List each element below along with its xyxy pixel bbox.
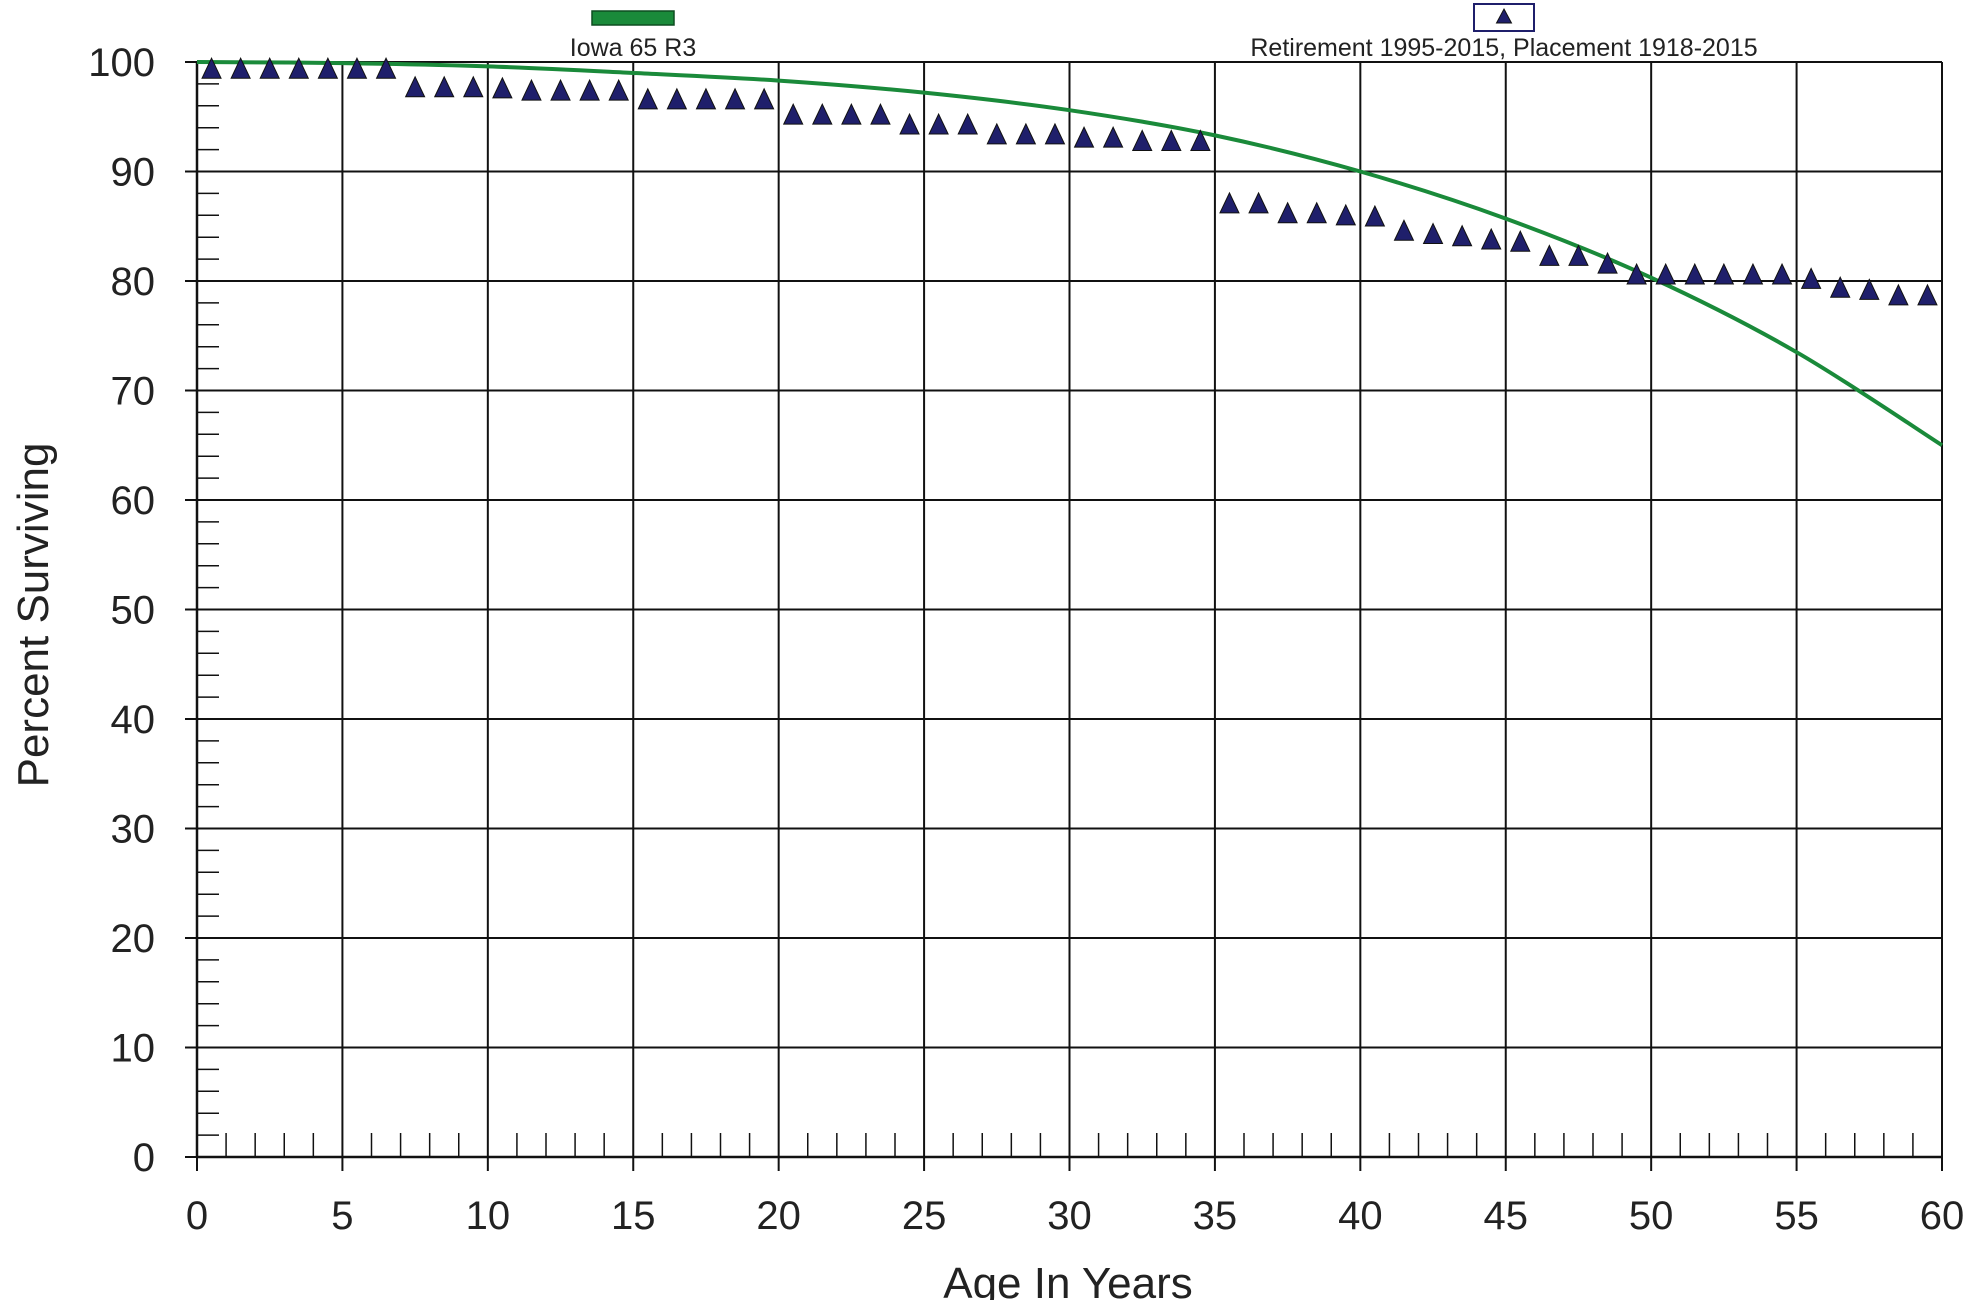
retirement-data-point [201,57,222,79]
series [196,57,1944,447]
retirement-data-point [1655,262,1677,285]
retirement-data-point [375,57,397,79]
retirement-data-point [1888,283,1909,306]
retirement-data-point [1422,222,1444,245]
y-tick-label: 20 [111,917,156,961]
y-tick-label: 90 [111,151,156,195]
x-tick-label: 40 [1338,1194,1383,1238]
y-tick-label: 70 [111,370,156,414]
retirement-data-point [1393,219,1415,241]
legend-label-retirement-data: Retirement 1995-2015, Placement 1918-201… [1250,34,1757,62]
retirement-data-point [404,75,426,98]
retirement-data-point [550,78,571,101]
retirement-data-point [1073,126,1095,148]
retirement-data-point [986,122,1008,145]
retirement-data-point [1917,283,1938,306]
y-tick-label: 10 [111,1027,156,1071]
retirement-data-point [1539,244,1560,266]
retirement-data-point [1044,122,1066,145]
retirement-data-point [1102,126,1124,148]
retirement-data-point [1568,244,1589,266]
retirement-data-point [782,103,804,125]
y-tick-label: 0 [133,1136,155,1180]
y-tick-label: 50 [111,589,156,633]
retirement-data-point [1829,276,1851,298]
x-tick-label: 15 [611,1194,656,1238]
x-tick-label: 30 [1047,1194,1092,1238]
retirement-data-point [1771,262,1793,285]
retirement-data-point [492,76,513,99]
retirement-data-point [1858,278,1880,300]
retirement-data-point [1451,224,1473,247]
retirement-data-point [870,103,891,125]
retirement-data-point [521,78,542,101]
x-tick-label: 50 [1629,1194,1674,1238]
retirement-data-point [259,57,280,79]
retirement-data-point [1742,262,1764,285]
retirement-data-point [317,57,339,79]
y-axis-title: Percent Surviving [9,443,58,788]
retirement-data-point [928,112,949,135]
retirement-data-point [1364,204,1386,227]
retirement-data-point [1800,267,1822,289]
retirement-data-point [1248,191,1269,214]
retirement-data-point [1626,262,1647,285]
legend-label-iowa-curve: Iowa 65 R3 [570,34,696,62]
tick-labels: 0 5 10 15 20 25 30 35 40 45 50 55 60 0 10 20 30 40 50 60 70 8… [88,41,1964,1238]
x-tick-label: 5 [331,1194,353,1238]
retirement-data-point [1306,201,1328,224]
retirement-data-point [230,57,251,79]
iowa-curve-line [196,60,1944,447]
retirement-data-point [841,103,862,125]
retirement-data-point [1219,191,1240,214]
retirement-data-point [1684,262,1706,285]
retirement-data-point [812,103,833,125]
y-tick-label: 40 [111,698,156,742]
retirement-data-point [1509,230,1531,252]
x-tick-label: 10 [466,1194,511,1238]
x-tick-label: 0 [186,1194,208,1238]
retirement-data-point [957,112,978,135]
gridlines [196,61,1943,1158]
retirement-data-point [1131,129,1153,151]
y-tick-label: 30 [111,808,156,852]
retirement-data-point [1480,227,1502,250]
retirement-data-point [1713,262,1735,285]
retirement-data-point [1190,129,1211,151]
retirement-data-point [666,87,688,110]
x-tick-label: 20 [756,1194,801,1238]
retirement-data-point [695,87,717,110]
legend: Iowa 65 R3 Retirement 1995-2015, Placeme… [570,3,1758,62]
x-tick-label: 25 [902,1194,947,1238]
retirement-data-point [346,57,368,79]
plot-frame [195,61,1943,1159]
y-tick-label: 60 [111,479,156,523]
y-tick-label: 100 [88,41,155,85]
x-tick-label: 60 [1920,1194,1965,1238]
legend-swatch-iowa-curve [591,10,675,26]
x-tick-label: 55 [1774,1194,1819,1238]
retirement-data-point [724,87,746,110]
retirement-data-point [1335,203,1357,226]
retirement-data-point [608,78,629,101]
retirement-data-point [579,78,600,101]
minor-ticks [185,61,1943,1171]
retirement-data-point [637,87,659,110]
retirement-data-point [1597,251,1618,274]
retirement-data-point [288,57,310,79]
retirement-data-point [433,75,455,98]
x-tick-label: 35 [1193,1194,1238,1238]
retirement-data-point [1015,122,1037,145]
retirement-data-point [753,87,775,110]
retirement-data-point [463,75,484,98]
legend-triangle-marker-icon [1495,7,1513,24]
retirement-data-point [1160,129,1182,151]
x-axis-title: Age In Years [943,1259,1193,1300]
y-tick-label: 80 [111,260,156,304]
retirement-data-point [899,112,920,135]
x-tick-label: 45 [1484,1194,1529,1238]
retirement-data-point [1277,201,1298,224]
